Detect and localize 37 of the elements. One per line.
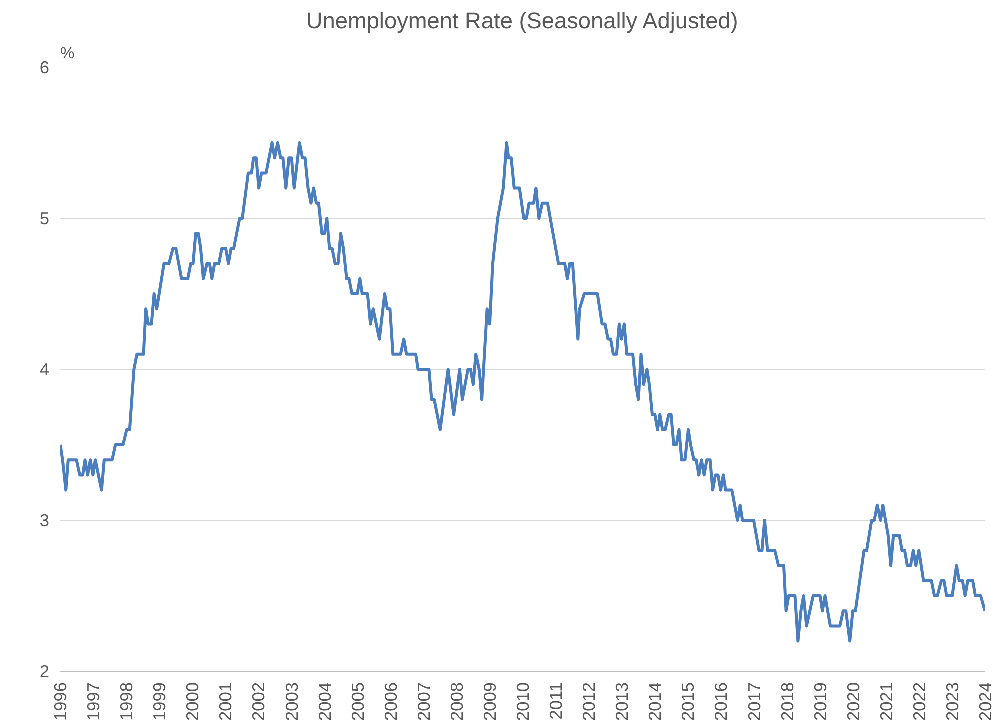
x-tick-label: 2001 xyxy=(216,682,236,722)
y-tick-label: 4 xyxy=(40,360,50,380)
y-tick-label: 3 xyxy=(40,510,50,530)
x-tick-label: 2013 xyxy=(612,682,632,722)
x-tick-label: 2022 xyxy=(909,682,930,722)
y-axis-title: % xyxy=(60,46,75,62)
x-tick-label: 2004 xyxy=(314,682,335,722)
x-tick-label: 2016 xyxy=(711,682,732,722)
x-tick-label: 2023 xyxy=(942,682,962,722)
y-tick-label: 6 xyxy=(40,58,50,78)
x-tick-label: 2012 xyxy=(579,682,600,722)
y-tick-label: 5 xyxy=(40,208,50,228)
x-tick-label: 2010 xyxy=(513,682,533,722)
x-tick-label: 2007 xyxy=(414,682,434,722)
x-tick-label: 2003 xyxy=(282,682,302,722)
x-tick-label: 2000 xyxy=(182,682,203,722)
x-tick-label: 2014 xyxy=(645,682,666,722)
x-tick-label: 1996 xyxy=(50,682,70,722)
x-tick-label: 2020 xyxy=(843,682,864,722)
chart-title: Unemployment Rate (Seasonally Adjusted) xyxy=(306,8,738,34)
x-tick-label: 2006 xyxy=(380,682,401,722)
x-tick-label: 2011 xyxy=(546,682,566,720)
x-tick-label: 2015 xyxy=(678,682,698,722)
x-tick-label: 2021 xyxy=(876,682,896,722)
x-tick-label: 2009 xyxy=(480,682,500,722)
x-tick-label: 2018 xyxy=(777,682,798,722)
x-tick-label: 2005 xyxy=(348,682,368,722)
x-tick-label: 2002 xyxy=(248,682,269,722)
x-tick-label: 2024 xyxy=(976,682,996,722)
x-tick-label: 1999 xyxy=(150,682,170,722)
x-tick-label: 1997 xyxy=(84,682,104,722)
y-tick-label: 2 xyxy=(40,662,50,682)
line-series xyxy=(60,142,986,643)
x-tick-label: 1998 xyxy=(116,682,137,722)
x-tick-label: 2019 xyxy=(810,682,830,722)
x-tick-label: 2008 xyxy=(446,682,467,722)
x-tick-label: 2017 xyxy=(744,682,764,722)
